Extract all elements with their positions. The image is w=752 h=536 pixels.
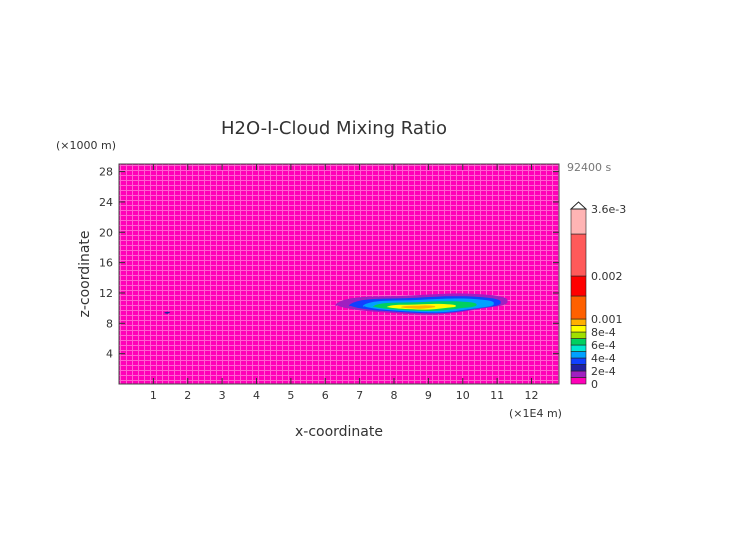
colorbar-segment xyxy=(570,370,587,378)
y-unit-label: (×1000 m) xyxy=(56,139,116,152)
colorbar-segment xyxy=(570,338,587,346)
colorbar-segment xyxy=(570,318,587,326)
x-axis-label: x-coordinate xyxy=(295,424,383,440)
chart-title: H2O-I-Cloud Mixing Ratio xyxy=(221,118,447,139)
x-tick-label: 3 xyxy=(219,389,226,402)
y-tick-label: 20 xyxy=(99,226,113,239)
colorbar-segment xyxy=(570,357,587,365)
colorbar-label: 0.002 xyxy=(591,270,623,283)
colorbar-label: 4e-4 xyxy=(591,352,616,365)
colorbar-label: 0 xyxy=(591,378,598,391)
colorbar-segment xyxy=(570,233,587,277)
x-tick-label: 2 xyxy=(184,389,191,402)
colorbar-segment xyxy=(570,364,587,372)
colorbar-extend-arrow xyxy=(569,201,588,210)
y-tick-label: 28 xyxy=(99,166,113,179)
cloud-contour xyxy=(400,305,436,309)
colorbar-segment xyxy=(570,275,587,297)
colorbar-label: 6e-4 xyxy=(591,339,616,352)
colorbar-segment xyxy=(570,208,587,235)
colorbar-label: 8e-4 xyxy=(591,326,616,339)
colorbar-label: 3.6e-3 xyxy=(591,203,626,216)
colorbar-segment xyxy=(570,331,587,339)
x-tick-label: 4 xyxy=(253,389,260,402)
x-unit-label: (×1E4 m) xyxy=(509,407,562,420)
colorbar-segment xyxy=(570,295,587,320)
x-tick-label: 5 xyxy=(287,389,294,402)
x-tick-label: 12 xyxy=(525,389,539,402)
y-tick-label: 4 xyxy=(106,348,113,361)
x-tick-label: 8 xyxy=(391,389,398,402)
x-tick-label: 1 xyxy=(150,389,157,402)
cloud-contour xyxy=(164,311,170,314)
x-tick-label: 10 xyxy=(456,389,470,402)
colorbar-segment xyxy=(570,377,587,385)
plot-background xyxy=(118,163,560,385)
colorbar-label: 2e-4 xyxy=(591,365,616,378)
time-label: 92400 s xyxy=(567,161,611,174)
x-tick-label: 7 xyxy=(356,389,363,402)
x-tick-label: 9 xyxy=(425,389,432,402)
y-tick-label: 12 xyxy=(99,287,113,300)
colorbar-segment xyxy=(570,351,587,359)
y-tick-label: 24 xyxy=(99,196,113,209)
colorbar-label: 0.001 xyxy=(591,313,623,326)
y-axis-label: z-coordinate xyxy=(77,230,93,317)
y-tick-label: 16 xyxy=(99,257,113,270)
colorbar-segment xyxy=(570,325,587,333)
colorbar-segment xyxy=(570,344,587,352)
x-tick-label: 11 xyxy=(490,389,504,402)
x-tick-label: 6 xyxy=(322,389,329,402)
y-tick-label: 8 xyxy=(106,317,113,330)
